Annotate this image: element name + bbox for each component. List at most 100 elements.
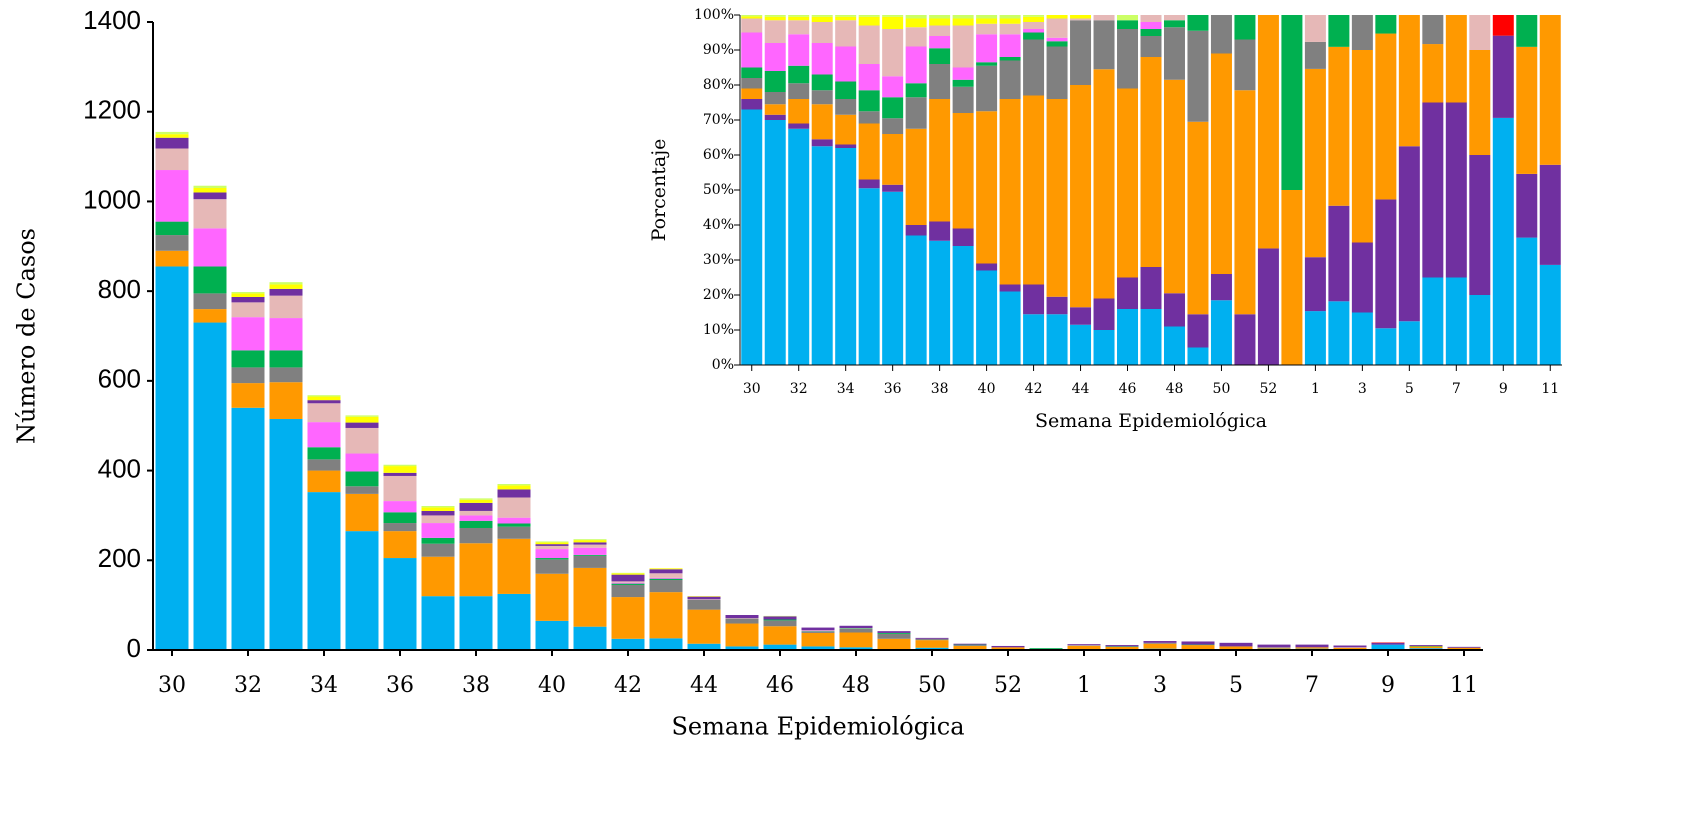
x-tick-label: 46 xyxy=(766,673,794,698)
bar-segment xyxy=(1163,20,1185,28)
bar-segment xyxy=(858,64,880,91)
bar-segment xyxy=(345,416,379,423)
bar-segment xyxy=(952,67,974,80)
bar-segment xyxy=(811,74,833,91)
bar-segment xyxy=(1210,15,1232,54)
x-tick-label: 30 xyxy=(743,381,761,397)
bar-segment xyxy=(535,558,569,560)
bar-segment xyxy=(383,523,417,532)
bar-segment xyxy=(611,638,645,650)
bar-segment xyxy=(1046,99,1068,297)
bar-segment xyxy=(1023,32,1045,40)
bar-segment xyxy=(193,293,227,310)
bar-segment xyxy=(835,16,857,21)
bar-segment xyxy=(929,36,951,49)
bar-segment xyxy=(269,295,303,319)
x-tick-label: 5 xyxy=(1229,673,1243,698)
bar-segment xyxy=(764,104,786,115)
x-tick-label: 34 xyxy=(310,673,338,698)
bar-segment xyxy=(1257,248,1279,365)
bar-segment xyxy=(1295,644,1329,648)
bar-segment xyxy=(1140,29,1162,36)
bar-segment xyxy=(811,15,833,17)
x-tick-label: 48 xyxy=(842,673,870,698)
bar-segment xyxy=(535,620,569,650)
bar-segment xyxy=(788,16,810,21)
bar-segment xyxy=(741,15,763,17)
bar-segment xyxy=(1539,264,1561,365)
bar-segment xyxy=(905,46,927,84)
bar-segment xyxy=(953,645,987,646)
bar-segment xyxy=(307,492,341,650)
bar-segment xyxy=(421,506,455,508)
bar-segment xyxy=(801,631,835,633)
bar-segment xyxy=(231,293,265,297)
bar-segment xyxy=(307,459,341,471)
x-tick-label: 44 xyxy=(1072,381,1090,397)
bar-segment xyxy=(1067,644,1101,646)
bar-segment xyxy=(1070,85,1092,308)
bar-segment xyxy=(497,489,531,498)
bar-segment xyxy=(1023,15,1045,17)
bar-segment xyxy=(952,86,974,113)
bar-segment xyxy=(882,97,904,119)
bar-segment xyxy=(459,502,493,511)
bar-segment xyxy=(877,631,911,633)
y-tick-label: 10% xyxy=(703,322,734,338)
bar-segment xyxy=(1539,15,1561,165)
bar-segment xyxy=(345,422,379,428)
bar-segment xyxy=(573,547,607,555)
bar-segment xyxy=(1398,146,1420,322)
bar-segment xyxy=(811,90,833,105)
bar-segment xyxy=(497,497,531,518)
bar-segment xyxy=(788,128,810,365)
x-tick-label: 1 xyxy=(1077,673,1091,698)
bar-segment xyxy=(1257,644,1291,648)
bar-segment xyxy=(535,544,569,546)
bar-segment xyxy=(1093,298,1115,330)
bar-segment xyxy=(1023,39,1045,96)
bar-segment xyxy=(1143,641,1177,643)
bar-segment xyxy=(1105,645,1139,647)
bar-segment xyxy=(788,34,810,66)
bar-segment xyxy=(1492,117,1514,366)
bar-segment xyxy=(1093,330,1115,365)
bar-segment xyxy=(1046,41,1068,47)
bar-segment xyxy=(459,520,493,528)
bar-segment xyxy=(269,282,303,285)
bar-segment xyxy=(999,57,1021,61)
bar-segment xyxy=(1187,15,1209,31)
y-axis-title: Número de Casos xyxy=(13,228,41,444)
bar-segment xyxy=(801,646,835,650)
bar-segment xyxy=(1187,30,1209,122)
bar-segment xyxy=(1093,69,1115,299)
bar-segment xyxy=(1046,314,1068,365)
bar-segment xyxy=(1351,50,1373,243)
bar-segment xyxy=(307,403,341,423)
bar-segment xyxy=(1304,41,1326,69)
bar-segment xyxy=(155,134,189,138)
bar-segment xyxy=(999,284,1021,292)
bar-segment xyxy=(763,616,797,620)
bar-segment xyxy=(858,179,880,189)
bar-segment xyxy=(1117,309,1139,365)
y-tick-label: 1400 xyxy=(83,5,141,35)
y-tick-label: 50% xyxy=(703,182,734,198)
y-tick-label: 1000 xyxy=(83,184,141,214)
bar-segment xyxy=(976,23,998,35)
bar-segment xyxy=(1023,16,1045,22)
bar-segment xyxy=(573,567,607,627)
bar-segment xyxy=(1117,15,1139,21)
bar-segment xyxy=(764,20,786,43)
bar-segment xyxy=(1070,18,1092,21)
bar-segment xyxy=(1422,15,1444,45)
bar-segment xyxy=(1070,324,1092,365)
bar-segment xyxy=(269,284,303,289)
bar-segment xyxy=(611,597,645,639)
bar-segment xyxy=(573,555,607,568)
x-tick-label: 50 xyxy=(1213,381,1231,397)
bar-segment xyxy=(649,578,683,581)
bar-segment xyxy=(788,20,810,35)
bar-segment xyxy=(999,291,1021,365)
bar-segment xyxy=(1070,307,1092,325)
